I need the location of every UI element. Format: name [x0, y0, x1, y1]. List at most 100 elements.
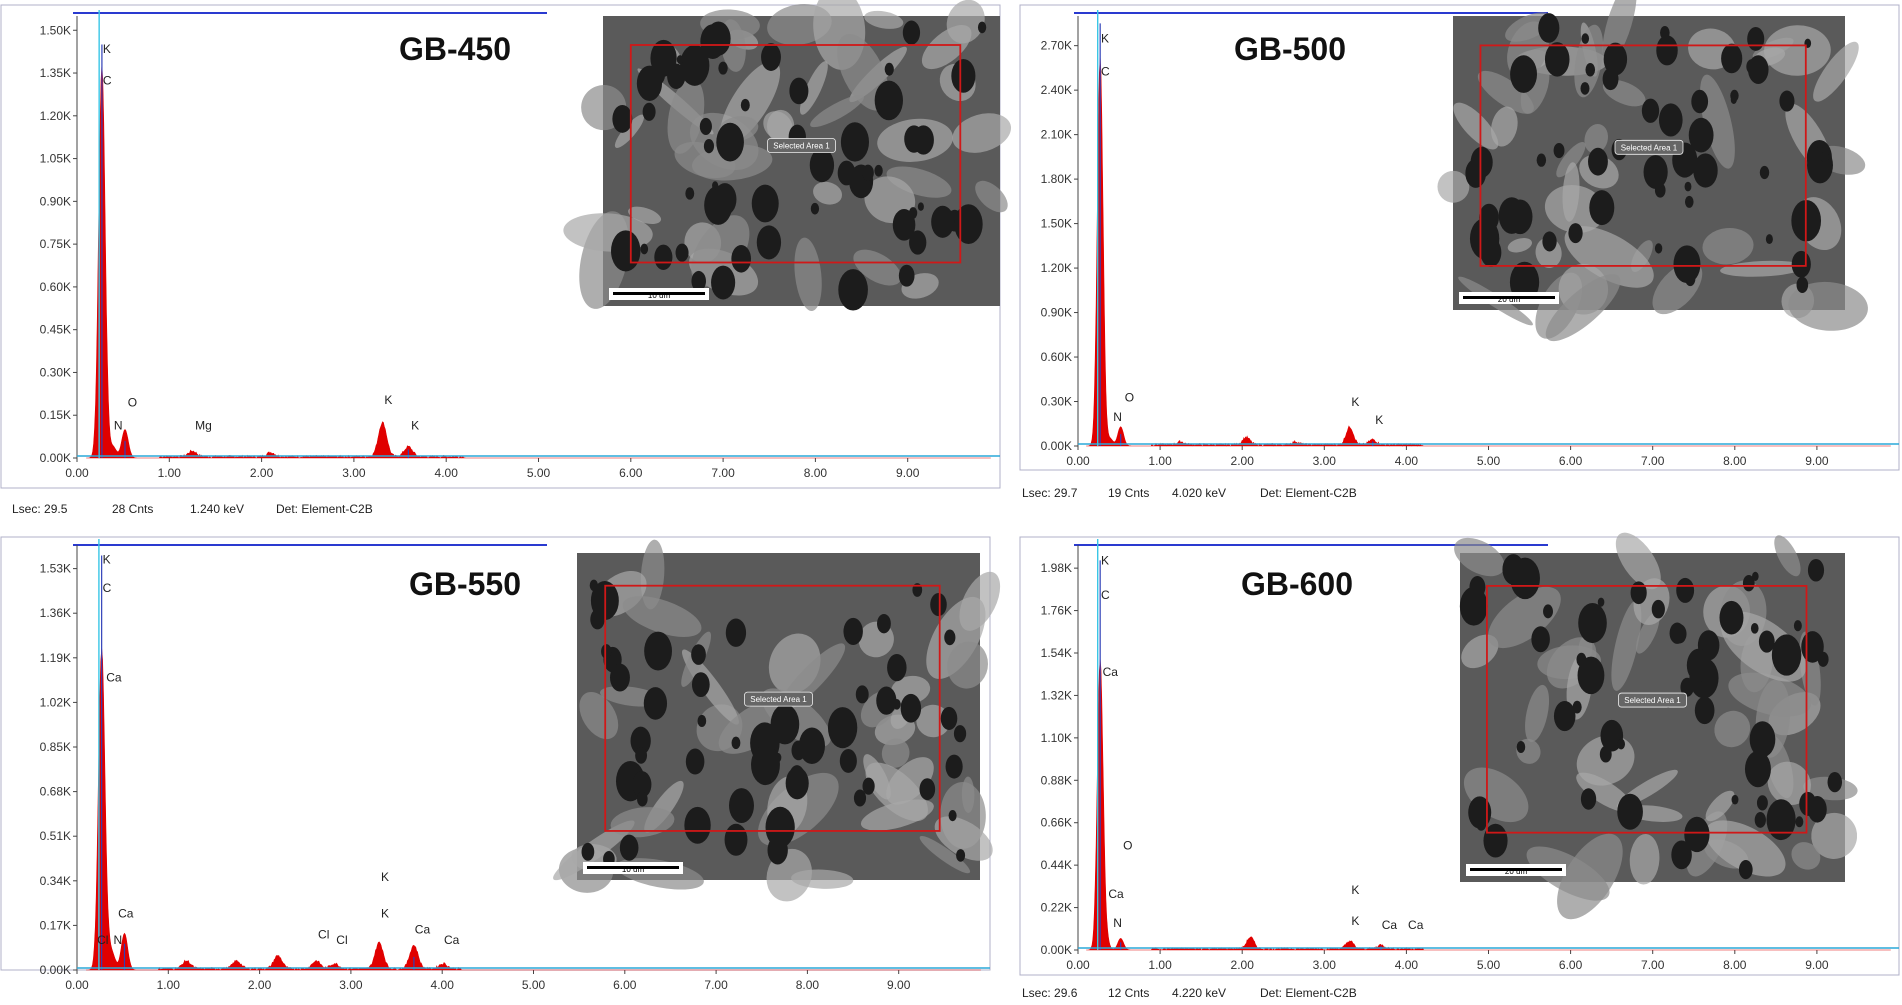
peak-label: Ca: [444, 933, 460, 947]
peak-label: K: [1101, 553, 1109, 567]
scale-bar-line: [1470, 868, 1562, 871]
selected-area-label: Selected Area 1: [750, 695, 807, 704]
peak-label: K: [1351, 883, 1359, 897]
x-tick-label: 1.00: [1148, 454, 1172, 468]
sem-ridge: [1545, 274, 1621, 342]
sem-pore: [706, 21, 731, 56]
sem-pore: [712, 181, 719, 190]
y-tick-label: 0.66K: [1041, 816, 1072, 830]
sem-ridge: [1702, 227, 1754, 265]
sem-pore: [691, 270, 706, 292]
sem-pore: [1756, 795, 1768, 811]
y-tick-label: 0.00K: [40, 451, 71, 465]
status-lsec: Lsec: 29.5: [12, 502, 68, 516]
sem-pore: [711, 265, 736, 300]
scale-bar-label: 10 um: [648, 291, 671, 300]
peak-label: K: [1375, 413, 1383, 427]
sem-pore: [1581, 33, 1590, 44]
spectrum-area: [86, 64, 991, 459]
sem-pore: [725, 618, 747, 647]
sem-pore: [713, 183, 737, 216]
sem-ridge: [1705, 790, 1735, 822]
sem-pore: [1651, 599, 1665, 619]
sem-pore: [644, 631, 672, 671]
sem-pore: [728, 788, 754, 824]
peak-label: O: [1123, 839, 1132, 853]
sem-pore: [1688, 117, 1714, 153]
sem-pore: [1469, 575, 1486, 599]
sem-pore: [1779, 90, 1795, 112]
sem-ridge: [952, 113, 1012, 153]
sample-title: GB-500: [1234, 31, 1346, 67]
x-tick-label: 6.00: [619, 466, 643, 480]
sample-title: GB-550: [409, 566, 521, 602]
sem-pore: [954, 204, 983, 244]
y-tick-label: 0.90K: [1041, 306, 1072, 320]
sem-ridge: [1526, 846, 1610, 901]
sem-pore: [1654, 243, 1663, 254]
sem-pore: [1498, 197, 1525, 234]
sem-ridge: [934, 816, 993, 861]
sem-pore: [1807, 147, 1833, 184]
sem-pore: [756, 225, 782, 260]
peak-label: Ca: [118, 907, 134, 921]
x-tick-label: 2.00: [248, 978, 272, 992]
x-tick-label: 7.00: [711, 466, 735, 480]
sem-pore: [761, 43, 781, 71]
sem-pore: [765, 806, 795, 848]
x-tick-label: 1.00: [158, 466, 182, 480]
chart-frame: [1019, 4, 1900, 471]
sem-ridge: [853, 249, 902, 286]
x-tick-label: 3.00: [1313, 454, 1337, 468]
y-tick-label: 1.32K: [1041, 688, 1072, 702]
sem-pore: [1742, 575, 1755, 592]
x-tick-label: 0.00: [65, 978, 89, 992]
sem-ridge: [1813, 41, 1859, 102]
sem-pore: [731, 245, 752, 273]
x-tick-label: 6.00: [1559, 454, 1583, 468]
selected-area-tag: [744, 691, 813, 707]
y-tick-label: 0.44K: [1041, 858, 1072, 872]
sem-pore: [1673, 245, 1701, 284]
sem-pore: [810, 202, 820, 215]
sem-ridge: [1525, 684, 1550, 743]
y-tick-label: 0.00K: [40, 963, 71, 977]
sem-pore: [944, 629, 956, 646]
sem-image: Selected Area 1 10 um: [553, 539, 1001, 902]
peak-label: Ca: [1103, 665, 1119, 679]
peak-label: N: [114, 933, 123, 947]
sem-ridge: [579, 692, 619, 740]
y-tick-label: 0.75K: [40, 237, 71, 251]
chart-gb-450: 0.00K0.15K0.30K0.45K0.60K0.75K0.90K1.05K…: [0, 0, 1012, 489]
sem-pore: [1542, 231, 1557, 252]
sem-pore: [1671, 840, 1692, 870]
x-tick-label: 7.00: [704, 978, 728, 992]
sem-ridge: [1714, 710, 1751, 748]
sem-ridge: [614, 114, 645, 149]
y-tick-label: 1.10K: [1041, 731, 1072, 745]
sem-pore: [1686, 648, 1711, 682]
status-kev: 4.220 keV: [1172, 986, 1227, 1000]
sem-pore: [1748, 55, 1769, 84]
y-tick-label: 1.54K: [1041, 646, 1072, 660]
peak-label: K: [1101, 32, 1109, 46]
sem-pore: [1684, 181, 1692, 192]
sem-pore: [956, 849, 966, 862]
sem-pore: [1630, 581, 1647, 605]
sem-pore: [1553, 701, 1576, 732]
peak-label: N: [1113, 410, 1122, 424]
x-tick-label: 2.00: [250, 466, 274, 480]
sem-pore: [1578, 603, 1607, 644]
sem-pore: [909, 230, 927, 255]
sem-ridge: [1615, 532, 1661, 590]
sem-pore: [589, 579, 598, 592]
status-counts: 19 Cnts: [1108, 486, 1150, 500]
scale-bar-label: 20 um: [1505, 867, 1528, 876]
sem-pore: [1796, 276, 1809, 294]
sem-pore: [1516, 741, 1526, 754]
sem-ridge: [1454, 537, 1505, 577]
sem-pore: [1807, 796, 1827, 823]
peak-label: K: [1351, 395, 1359, 409]
peak-label: Cl: [336, 933, 347, 947]
sem-ridge: [1564, 226, 1654, 288]
